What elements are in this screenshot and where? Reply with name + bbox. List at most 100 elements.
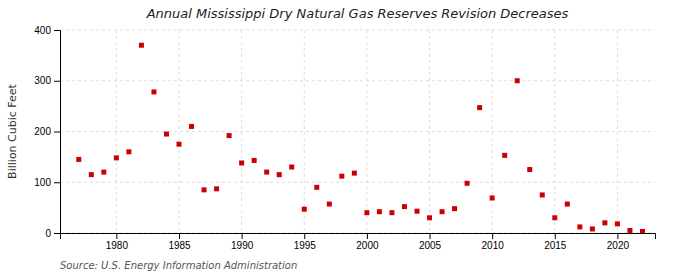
- point: [101, 170, 106, 175]
- point: [389, 210, 394, 215]
- point: [327, 202, 332, 207]
- tick-mark: [54, 30, 60, 31]
- tick-mark: [116, 233, 117, 239]
- point: [352, 171, 357, 176]
- tick-label: 2015: [544, 240, 567, 251]
- point: [164, 132, 169, 137]
- point: [76, 157, 81, 162]
- tick: 2005: [419, 233, 442, 251]
- tick: 400: [34, 25, 60, 36]
- point: [627, 228, 632, 233]
- tick: 1980: [106, 233, 129, 251]
- tick-mark: [54, 233, 60, 234]
- tick-label: 1985: [168, 240, 191, 251]
- point: [377, 209, 382, 214]
- grid-line: [60, 182, 655, 183]
- tick-label: 2020: [607, 240, 630, 251]
- point: [214, 186, 219, 191]
- grid-line: [60, 30, 655, 31]
- point: [490, 195, 495, 200]
- grid-line: [60, 80, 655, 81]
- tick-label: 200: [34, 126, 51, 137]
- tick-mark: [179, 233, 180, 239]
- tick-mark: [430, 233, 431, 239]
- tick-label: 0: [45, 228, 51, 239]
- tick-mark: [54, 182, 60, 183]
- tick-mark: [54, 81, 60, 82]
- point: [151, 89, 156, 94]
- point: [427, 215, 432, 220]
- point: [527, 167, 532, 172]
- point: [339, 174, 344, 179]
- point: [302, 207, 307, 212]
- point: [577, 224, 582, 229]
- point: [565, 202, 570, 207]
- tick-label: 1990: [231, 240, 254, 251]
- point: [452, 206, 457, 211]
- point: [640, 229, 645, 233]
- point: [314, 185, 319, 190]
- tick: 2010: [482, 233, 505, 251]
- plot: 1980 1985 1990 1995 2000 2005 2010 2015 2020 0 100…: [34, 25, 655, 251]
- tick-mark: [367, 233, 368, 239]
- point: [139, 43, 144, 48]
- point: [239, 160, 244, 165]
- axis-line: [54, 31, 61, 234]
- tick-mark: [304, 233, 305, 239]
- grid-line: [60, 131, 655, 132]
- annotation: Source: U.S. Energy Information Administ…: [60, 260, 297, 271]
- tick-mark: [617, 233, 618, 239]
- point: [602, 220, 607, 225]
- tick: 2000: [356, 233, 379, 251]
- tick-label: 2010: [482, 240, 505, 251]
- point: [277, 172, 282, 177]
- y-axis-title: Billion Cubic Feet: [6, 83, 19, 178]
- tick-label: 2000: [356, 240, 379, 251]
- tick: 0: [45, 228, 60, 239]
- x-axis: 1980 1985 1990 1995 2000 2005 2010 2015 2020: [61, 233, 656, 251]
- point: [415, 209, 420, 214]
- point: [402, 204, 407, 209]
- grid-line: [429, 30, 430, 233]
- point: [440, 209, 445, 214]
- point: [465, 181, 470, 186]
- tick: 100: [34, 177, 60, 188]
- point: [289, 165, 294, 170]
- axis-line: [61, 234, 656, 240]
- tick: 1990: [231, 233, 254, 251]
- point: [552, 215, 557, 220]
- point: [515, 78, 520, 83]
- tick: 2015: [544, 233, 567, 251]
- tick-mark: [242, 233, 243, 239]
- point: [502, 153, 507, 158]
- point: [114, 155, 119, 160]
- point: [540, 192, 545, 197]
- tick: 300: [34, 75, 60, 86]
- point: [477, 105, 482, 110]
- point: [89, 172, 94, 177]
- point: [590, 226, 595, 231]
- point: [364, 210, 369, 215]
- tick-mark: [54, 132, 60, 133]
- point: [227, 133, 232, 138]
- point: [252, 158, 257, 163]
- point: [264, 170, 269, 175]
- tick: 200: [34, 126, 60, 137]
- point: [615, 221, 620, 226]
- grid-line: [179, 30, 180, 233]
- grid-line: [617, 30, 618, 233]
- points: [76, 43, 645, 233]
- tick-label: 2005: [419, 240, 442, 251]
- tick: 1985: [168, 233, 191, 251]
- point: [202, 187, 207, 192]
- tick-label: 400: [34, 25, 51, 36]
- tick-label: 300: [34, 75, 51, 86]
- point: [189, 124, 194, 129]
- tick-label: 100: [34, 177, 51, 188]
- tick: 1995: [294, 233, 317, 251]
- y-axis: 0 100 200 300 400: [34, 25, 60, 239]
- title: Annual Mississippi Dry Natural Gas Reser…: [146, 6, 569, 21]
- tick-mark: [555, 233, 556, 239]
- chart: 1980 1985 1990 1995 2000 2005 2010 2015 2020 0 100…: [0, 0, 675, 275]
- grid-line: [304, 30, 305, 233]
